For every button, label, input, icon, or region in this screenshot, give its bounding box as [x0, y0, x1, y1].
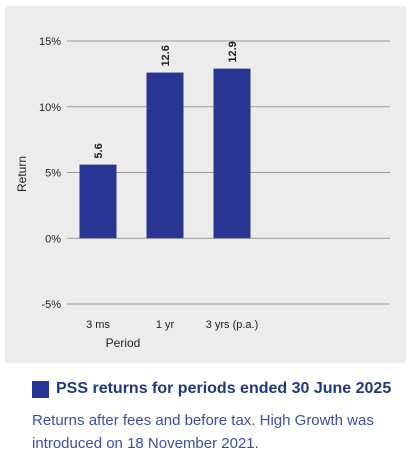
legend: PSS returns for periods ended 30 June 20…	[32, 380, 391, 398]
data-label: 12.9	[227, 41, 239, 62]
data-label: 12.6	[160, 45, 172, 66]
x-tick-label: 3 yrs (p.a.)	[206, 319, 259, 331]
bar-chart: 15% 10% 5% 0% -5% 5.6 3 ms 12.6 1 yr 12.9 3 yrs (p…	[15, 36, 390, 350]
footnote: Returns after fees and before tax. High …	[32, 412, 374, 452]
y-tick-label: 10%	[39, 102, 61, 114]
x-tick-label: 1 yr	[156, 319, 175, 331]
bar	[146, 72, 184, 239]
y-axis-title: Return	[15, 156, 29, 192]
x-axis-title: Period	[106, 336, 141, 350]
bar	[213, 68, 251, 239]
y-tick-label: 15%	[39, 36, 61, 48]
y-tick-label: -5%	[41, 299, 61, 311]
chart-panel: 15% 10% 5% 0% -5% 5.6 3 ms 12.6 1 yr 12.9 3 yrs (p…	[5, 6, 406, 363]
y-tick-label: 5%	[45, 168, 61, 180]
legend-swatch	[32, 380, 49, 398]
y-tick-label: 0%	[45, 233, 61, 245]
data-label: 5.6	[93, 143, 105, 158]
legend-label: PSS returns for periods ended 30 June 20…	[56, 380, 392, 397]
x-tick-label: 3 ms	[86, 319, 110, 331]
bar	[79, 164, 117, 239]
